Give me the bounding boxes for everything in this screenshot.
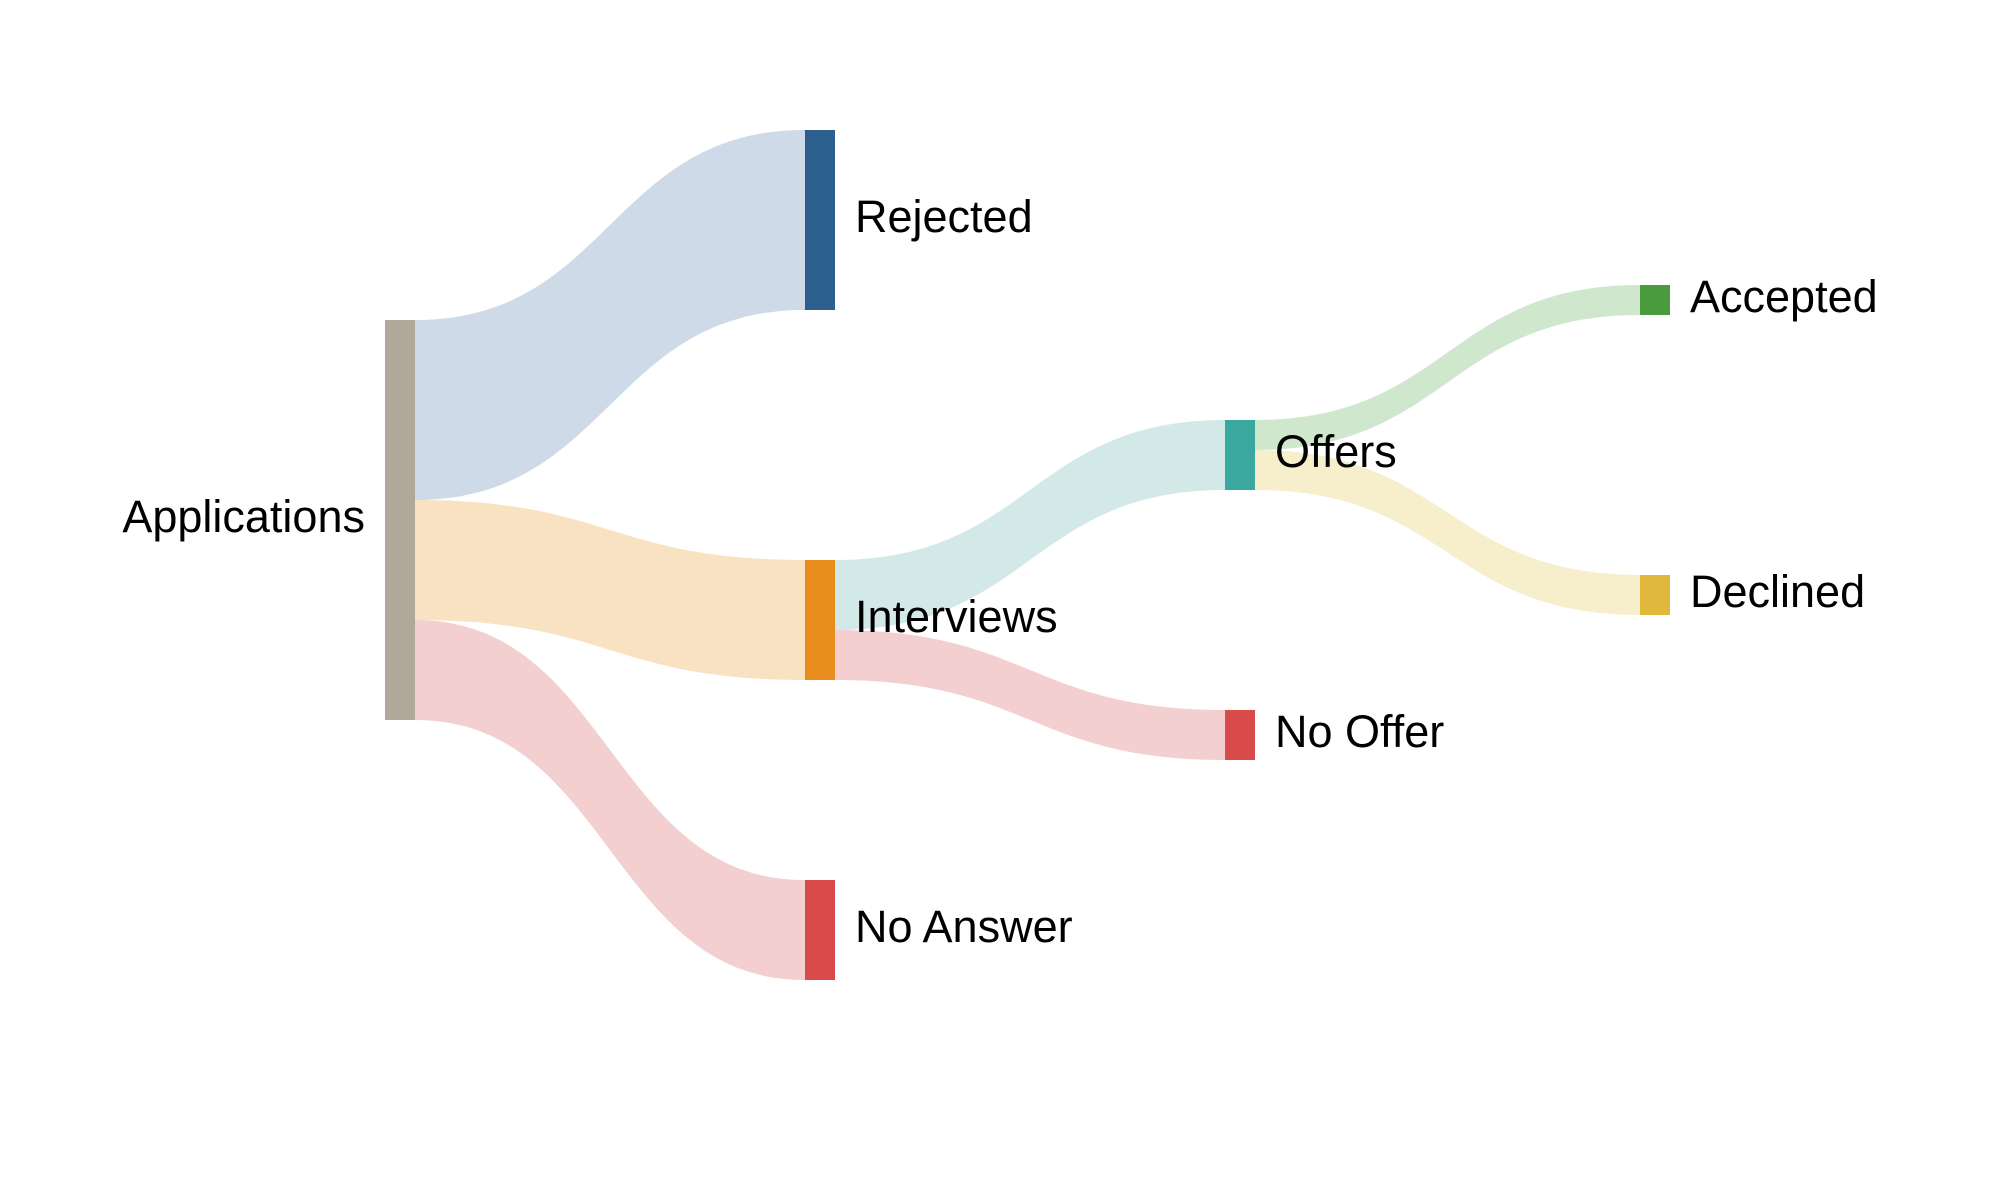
- node-declined: [1640, 575, 1670, 615]
- label-offers: Offers: [1275, 426, 1397, 477]
- label-interviews: Interviews: [855, 591, 1058, 642]
- node-applications: [385, 320, 415, 720]
- node-rejected: [805, 130, 835, 310]
- node-accepted: [1640, 285, 1670, 315]
- label-no_answer: No Answer: [855, 901, 1073, 952]
- node-no_answer: [805, 880, 835, 980]
- label-no_offer: No Offer: [1275, 706, 1444, 757]
- flow-applications-rejected: [415, 130, 805, 500]
- label-rejected: Rejected: [855, 191, 1033, 242]
- label-accepted: Accepted: [1690, 271, 1878, 322]
- node-offers: [1225, 420, 1255, 490]
- sankey-flows: [415, 130, 1640, 980]
- flow-interviews-no_offer: [835, 630, 1225, 760]
- label-declined: Declined: [1690, 566, 1865, 617]
- label-applications: Applications: [122, 491, 365, 542]
- node-no_offer: [1225, 710, 1255, 760]
- sankey-diagram: Applications Rejected Interviews No Answer O…: [0, 0, 2000, 1200]
- node-interviews: [805, 560, 835, 680]
